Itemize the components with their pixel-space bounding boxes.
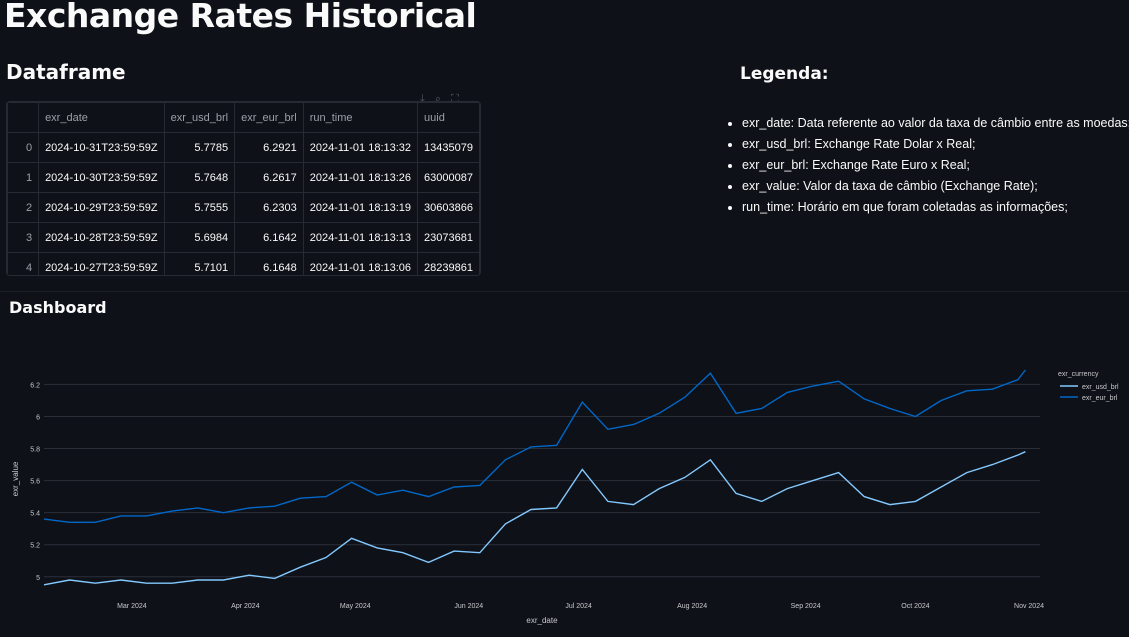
row-index: 0	[7, 132, 40, 163]
y-tick-label: 5	[36, 575, 40, 582]
y-axis-title: exr_value	[11, 461, 20, 496]
cell-exr-date[interactable]: 2024-10-30T23:59:59Z	[38, 162, 165, 193]
cell-exr-eur-brl[interactable]: 6.1648	[234, 252, 304, 275]
legend-entry: exr_eur_brl	[1082, 395, 1118, 402]
cell-exr-usd-brl[interactable]: 5.6984	[163, 222, 236, 253]
dataframe-toolbar: ⤓ ⌕ ⛶	[420, 92, 459, 106]
cell-run-time[interactable]: 2024-11-01 18:13:26	[302, 162, 419, 193]
x-tick-label: Apr 2024	[231, 603, 260, 610]
column-header-exr-date[interactable]: exr_date	[38, 102, 165, 133]
cell-run-time[interactable]: 2024-11-01 18:13:19	[302, 192, 419, 223]
download-icon[interactable]: ⤓	[420, 92, 425, 105]
x-tick-label: Jul 2024	[565, 603, 592, 610]
cell-exr-eur-brl[interactable]: 6.2617	[234, 162, 304, 193]
cell-exr-date[interactable]: 2024-10-28T23:59:59Z	[38, 222, 165, 253]
y-tick-label: 5.4	[30, 511, 40, 518]
cell-exr-usd-brl[interactable]: 5.7555	[163, 192, 236, 223]
column-header-index[interactable]	[7, 102, 40, 133]
legend-item: run_time: Horário em que foram coletadas…	[742, 197, 1129, 218]
cell-exr-date[interactable]: 2024-10-29T23:59:59Z	[38, 192, 165, 223]
cell-uuid[interactable]: 63000087	[417, 162, 480, 193]
legend-item: exr_usd_brl: Exchange Rate Dolar x Real;	[742, 134, 1129, 155]
row-index: 4	[7, 252, 40, 275]
row-index: 1	[7, 162, 40, 193]
table-row: 1 2024-10-30T23:59:59Z 5.7648 6.2617 202…	[7, 162, 480, 193]
fullscreen-icon[interactable]: ⛶	[451, 92, 459, 105]
row-index: 3	[7, 222, 40, 253]
y-tick-label: 5.8	[30, 447, 40, 454]
dataframe-heading: Dataframe	[6, 60, 126, 84]
dashboard-heading: Dashboard	[9, 298, 107, 317]
column-header-exr-usd-brl[interactable]: exr_usd_brl	[163, 102, 236, 133]
x-tick-label: Sep 2024	[791, 603, 821, 610]
series-line-exr-usd-brl	[43, 451, 1026, 586]
y-tick-label: 6	[36, 414, 40, 421]
cell-uuid[interactable]: 23073681	[417, 222, 480, 253]
column-header-exr-eur-brl[interactable]: exr_eur_brl	[234, 102, 304, 133]
cell-run-time[interactable]: 2024-11-01 18:13:32	[302, 132, 419, 163]
section-divider	[0, 291, 1129, 292]
legend-item: exr_eur_brl: Exchange Rate Euro x Real;	[742, 155, 1129, 176]
cell-exr-eur-brl[interactable]: 6.2921	[234, 132, 304, 163]
y-tick-label: 5.6	[30, 479, 40, 486]
cell-run-time[interactable]: 2024-11-01 18:13:06	[302, 252, 419, 275]
cell-uuid[interactable]: 30603866	[417, 192, 480, 223]
x-tick-label: May 2024	[340, 603, 371, 610]
legend-title: exr_currency	[1058, 371, 1099, 378]
search-icon[interactable]: ⌕	[434, 92, 442, 105]
y-tick-label: 5.2	[30, 543, 40, 550]
x-axis-title: exr_date	[526, 616, 558, 625]
table-row: 2 2024-10-29T23:59:59Z 5.7555 6.2303 202…	[7, 192, 480, 223]
cell-exr-date[interactable]: 2024-10-27T23:59:59Z	[38, 252, 165, 275]
cell-run-time[interactable]: 2024-11-01 18:13:13	[302, 222, 419, 253]
cell-exr-date[interactable]: 2024-10-31T23:59:59Z	[38, 132, 165, 163]
row-index: 2	[7, 192, 40, 223]
column-header-run-time[interactable]: run_time	[302, 102, 419, 133]
column-header-uuid[interactable]: uuid	[417, 102, 480, 133]
legend-item: exr_date: Data referente ao valor da tax…	[742, 113, 1129, 134]
table-row: 4 2024-10-27T23:59:59Z 5.7101 6.1648 202…	[7, 252, 480, 275]
x-tick-label: Nov 2024	[1014, 603, 1044, 610]
table-row: 0 2024-10-31T23:59:59Z 5.7785 6.2921 202…	[7, 132, 480, 163]
legend-heading: Legenda:	[740, 64, 829, 84]
x-tick-label: Mar 2024	[117, 603, 147, 610]
series-line-exr-eur-brl	[43, 369, 1026, 523]
cell-uuid[interactable]: 28239861	[417, 252, 480, 275]
table-row: 3 2024-10-28T23:59:59Z 5.6984 6.1642 202…	[7, 222, 480, 253]
legend-entry: exr_usd_brl	[1082, 384, 1119, 391]
cell-exr-usd-brl[interactable]: 5.7101	[163, 252, 236, 275]
x-tick-label: Jun 2024	[454, 603, 483, 610]
exchange-rate-line-chart[interactable]: 5 5.2 5.4 5.6 5.8 6 6.2 Mar 2024 Apr 2024 May 202…	[0, 330, 1129, 635]
y-tick-label: 6.2	[30, 382, 40, 389]
legend-list: exr_date: Data referente ao valor da tax…	[724, 113, 1129, 218]
dataframe-table[interactable]: exr_date exr_usd_brl exr_eur_brl run_tim…	[6, 101, 481, 276]
legend-item: exr_value: Valor da taxa de câmbio (Exch…	[742, 176, 1129, 197]
x-tick-label: Oct 2024	[901, 603, 930, 610]
cell-uuid[interactable]: 13435079	[417, 132, 480, 163]
cell-exr-usd-brl[interactable]: 5.7785	[163, 132, 236, 163]
cell-exr-eur-brl[interactable]: 6.1642	[234, 222, 304, 253]
table-header-row: exr_date exr_usd_brl exr_eur_brl run_tim…	[7, 102, 480, 133]
cell-exr-usd-brl[interactable]: 5.7648	[163, 162, 236, 193]
cell-exr-eur-brl[interactable]: 6.2303	[234, 192, 304, 223]
page-title: Exchange Rates Historical	[4, 0, 477, 35]
x-tick-label: Aug 2024	[677, 603, 707, 610]
